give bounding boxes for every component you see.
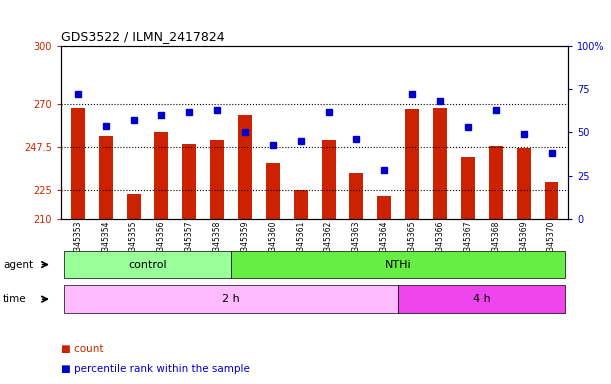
Bar xyxy=(155,132,169,219)
Text: time: time xyxy=(3,294,27,304)
Bar xyxy=(238,115,252,219)
Bar xyxy=(294,190,308,219)
Bar xyxy=(210,140,224,219)
Text: 2 h: 2 h xyxy=(222,294,240,304)
Text: ■ percentile rank within the sample: ■ percentile rank within the sample xyxy=(61,364,250,374)
Bar xyxy=(405,109,419,219)
Bar xyxy=(489,146,503,219)
Text: 4 h: 4 h xyxy=(473,294,491,304)
Bar xyxy=(321,140,335,219)
Bar xyxy=(461,157,475,219)
Text: ■ count: ■ count xyxy=(61,344,104,354)
Text: NTHi: NTHi xyxy=(385,260,412,270)
Text: agent: agent xyxy=(3,260,33,270)
Bar xyxy=(433,108,447,219)
Bar xyxy=(544,182,558,219)
Bar xyxy=(99,136,112,219)
Text: control: control xyxy=(128,260,167,270)
Bar xyxy=(71,108,85,219)
Bar xyxy=(349,173,364,219)
Bar xyxy=(182,144,196,219)
Bar xyxy=(378,196,391,219)
Bar xyxy=(266,163,280,219)
Bar xyxy=(517,148,530,219)
Text: GDS3522 / ILMN_2417824: GDS3522 / ILMN_2417824 xyxy=(61,30,225,43)
Bar xyxy=(126,194,141,219)
